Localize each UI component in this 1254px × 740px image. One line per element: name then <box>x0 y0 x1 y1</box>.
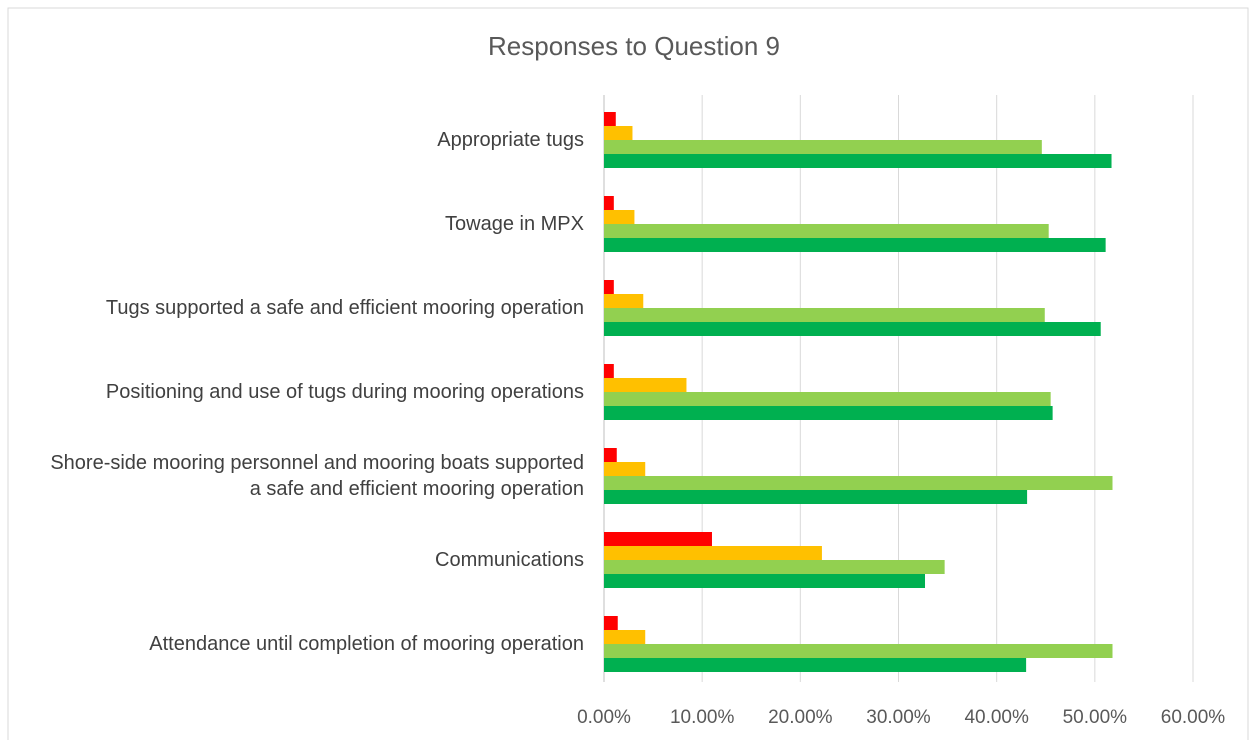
bar <box>604 294 644 308</box>
x-tick-label: 0.00% <box>577 707 631 728</box>
chart-title: Responses to Question 9 <box>488 31 780 61</box>
bar <box>604 532 712 546</box>
bar <box>604 112 616 126</box>
bar <box>604 378 687 392</box>
x-tick-label: 10.00% <box>670 707 735 728</box>
x-tick-label: 60.00% <box>1161 707 1226 728</box>
y-tick-label: Appropriate tugs <box>437 129 584 151</box>
y-tick-label: Towage in MPX <box>445 213 584 235</box>
bar <box>604 490 1028 504</box>
bar <box>604 546 822 560</box>
bar <box>604 126 633 140</box>
bar <box>604 238 1106 252</box>
y-tick-label: Shore-side mooring personnel and mooring… <box>50 452 584 500</box>
chart-border <box>7 7 1249 740</box>
bar <box>604 280 614 294</box>
bar <box>604 462 646 476</box>
bar <box>604 658 1027 672</box>
bar <box>604 644 1113 658</box>
y-tick-label: Positioning and use of tugs during moori… <box>105 381 584 403</box>
x-tick-label: 50.00% <box>1063 707 1128 728</box>
bar <box>604 196 614 210</box>
bar <box>604 616 618 630</box>
bar <box>604 406 1053 420</box>
bar <box>604 364 614 378</box>
y-tick-label: Attendance until completion of mooring o… <box>149 633 584 655</box>
bar <box>604 392 1051 406</box>
bar <box>604 476 1113 490</box>
x-tick-label: 20.00% <box>768 707 833 728</box>
bar <box>604 308 1045 322</box>
x-tick-label: 30.00% <box>866 707 931 728</box>
bar <box>604 560 945 574</box>
bar <box>604 574 926 588</box>
bar <box>604 322 1101 336</box>
y-tick-label: Tugs supported a safe and efficient moor… <box>105 297 584 319</box>
x-tick-label: 40.00% <box>964 707 1029 728</box>
bar <box>604 210 635 224</box>
bar <box>604 140 1042 154</box>
bar <box>604 630 646 644</box>
bar <box>604 154 1112 168</box>
y-tick-label: Communications <box>435 549 584 571</box>
bar <box>604 448 617 462</box>
bar <box>604 224 1049 238</box>
